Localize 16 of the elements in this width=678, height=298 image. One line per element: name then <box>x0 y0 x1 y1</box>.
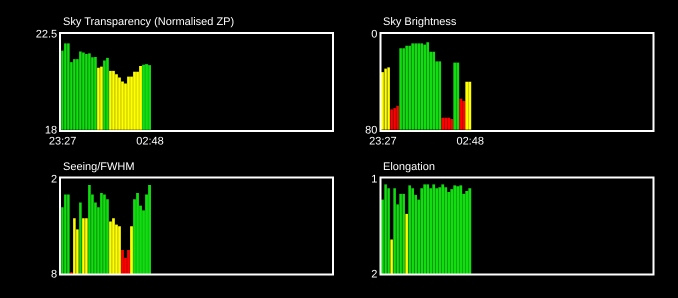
x-tick-label: 23:27 <box>369 136 397 148</box>
y-tick-label: 2 <box>371 268 378 281</box>
y-tick-label: 80 <box>365 124 378 137</box>
x-tick-label: 02:48 <box>136 136 164 148</box>
chart-title: Sky Transparency (Normalised ZP) <box>63 16 234 28</box>
y-tick-label: 8 <box>51 268 58 281</box>
y-tick-label: 0 <box>371 28 378 41</box>
y-tick-label: 2 <box>51 174 58 186</box>
chart-title: Elongation <box>383 161 435 173</box>
y-tick-label: 18 <box>44 124 58 137</box>
chart-title: Seeing/FWHM <box>63 161 135 173</box>
x-tick-label: 23:27 <box>48 136 76 148</box>
chart-title: Sky Brightness <box>383 16 457 28</box>
y-tick-label: 1 <box>371 174 378 186</box>
y-tick-label: 22.5 <box>36 28 58 41</box>
x-tick-label: 02:48 <box>456 136 484 148</box>
